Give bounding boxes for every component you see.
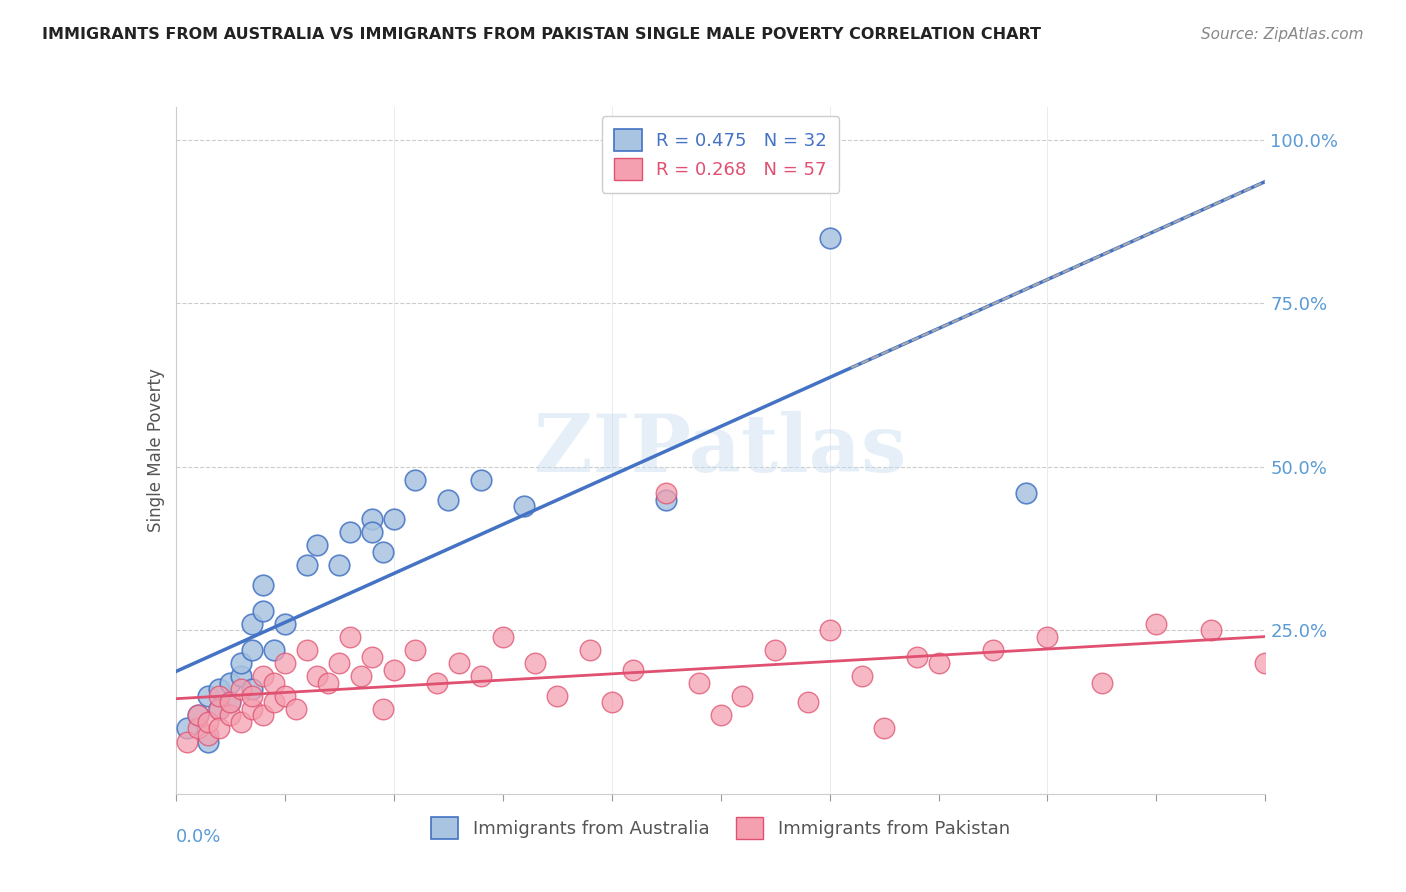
Point [252, 604, 274, 618]
Point [382, 512, 405, 526]
Point [263, 643, 285, 657]
Point [197, 689, 219, 703]
Point [818, 231, 841, 245]
Point [688, 675, 710, 690]
Point [524, 656, 547, 670]
Point [274, 689, 297, 703]
Point [328, 656, 350, 670]
Y-axis label: Single Male Poverty: Single Male Poverty [146, 368, 165, 533]
Point [263, 675, 285, 690]
Point [339, 630, 361, 644]
Point [208, 722, 231, 736]
Point [208, 682, 231, 697]
Point [437, 492, 460, 507]
Point [655, 486, 678, 500]
Point [1144, 616, 1167, 631]
Point [579, 643, 602, 657]
Point [240, 682, 263, 697]
Point [382, 663, 405, 677]
Point [621, 663, 644, 677]
Point [318, 675, 340, 690]
Point [208, 689, 231, 703]
Point [513, 499, 536, 513]
Point [1015, 486, 1038, 500]
Point [284, 702, 307, 716]
Point [405, 473, 427, 487]
Point [295, 558, 318, 572]
Point [197, 734, 219, 748]
Point [371, 702, 394, 716]
Point [405, 643, 427, 657]
Point [186, 708, 209, 723]
Point [231, 714, 253, 729]
Point [274, 656, 297, 670]
Point [447, 656, 470, 670]
Text: ZIPatlas: ZIPatlas [534, 411, 907, 490]
Point [219, 695, 242, 709]
Point [240, 702, 263, 716]
Point [1091, 675, 1114, 690]
Point [371, 545, 394, 559]
Point [186, 708, 209, 723]
Text: Source: ZipAtlas.com: Source: ZipAtlas.com [1201, 27, 1364, 42]
Point [240, 616, 263, 631]
Point [928, 656, 950, 670]
Point [981, 643, 1004, 657]
Point [360, 525, 382, 540]
Point [186, 722, 209, 736]
Point [492, 630, 515, 644]
Point [350, 669, 373, 683]
Point [231, 669, 253, 683]
Point [219, 708, 242, 723]
Point [197, 728, 219, 742]
Point [905, 649, 928, 664]
Point [219, 695, 242, 709]
Point [252, 708, 274, 723]
Point [1254, 656, 1277, 670]
Point [851, 669, 873, 683]
Point [426, 675, 449, 690]
Point [1199, 624, 1222, 638]
Point [252, 669, 274, 683]
Point [176, 734, 198, 748]
Legend: Immigrants from Australia, Immigrants from Pakistan: Immigrants from Australia, Immigrants fr… [423, 810, 1018, 847]
Point [240, 643, 263, 657]
Point [307, 538, 329, 552]
Point [240, 689, 263, 703]
Point [252, 577, 274, 591]
Point [219, 675, 242, 690]
Point [231, 682, 253, 697]
Point [731, 689, 754, 703]
Point [470, 669, 492, 683]
Point [763, 643, 786, 657]
Point [208, 702, 231, 716]
Point [231, 656, 253, 670]
Point [600, 695, 623, 709]
Point [470, 473, 492, 487]
Point [360, 649, 382, 664]
Point [208, 702, 231, 716]
Point [328, 558, 350, 572]
Point [307, 669, 329, 683]
Point [339, 525, 361, 540]
Point [873, 722, 896, 736]
Point [360, 512, 382, 526]
Point [263, 695, 285, 709]
Point [1036, 630, 1059, 644]
Point [295, 643, 318, 657]
Point [274, 616, 297, 631]
Point [176, 722, 198, 736]
Point [546, 689, 568, 703]
Point [818, 624, 841, 638]
Point [710, 708, 733, 723]
Text: IMMIGRANTS FROM AUSTRALIA VS IMMIGRANTS FROM PAKISTAN SINGLE MALE POVERTY CORREL: IMMIGRANTS FROM AUSTRALIA VS IMMIGRANTS … [42, 27, 1042, 42]
Text: 0.0%: 0.0% [176, 828, 221, 847]
Point [197, 714, 219, 729]
Point [655, 492, 678, 507]
Point [797, 695, 820, 709]
